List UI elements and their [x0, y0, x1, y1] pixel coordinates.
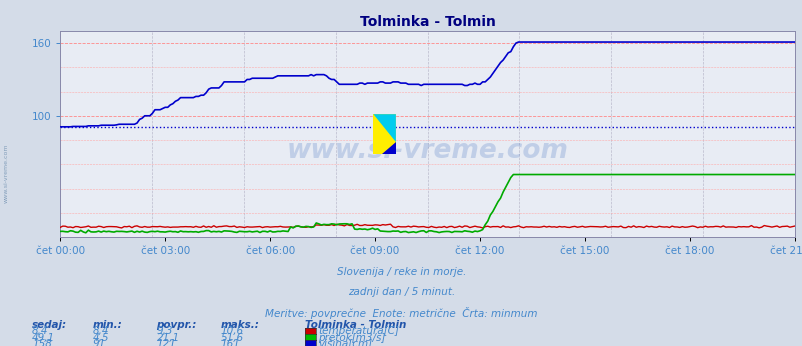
- Text: povpr.:: povpr.:: [156, 320, 196, 330]
- Text: višina[cm]: višina[cm]: [318, 339, 371, 346]
- Text: www.si-vreme.com: www.si-vreme.com: [4, 143, 9, 203]
- Polygon shape: [373, 114, 395, 154]
- Text: 8,4: 8,4: [92, 327, 109, 336]
- Text: Meritve: povprečne  Enote: metrične  Črta: minmum: Meritve: povprečne Enote: metrične Črta:…: [265, 307, 537, 319]
- Polygon shape: [373, 114, 395, 142]
- Text: 10,6: 10,6: [221, 327, 244, 336]
- Text: pretok[m3/s]: pretok[m3/s]: [318, 333, 385, 343]
- Text: Tolminka - Tolmin: Tolminka - Tolmin: [305, 320, 406, 330]
- Text: temperatura[C]: temperatura[C]: [318, 327, 399, 336]
- Text: 161: 161: [221, 339, 241, 346]
- Text: 9,3: 9,3: [156, 327, 173, 336]
- Text: Slovenija / reke in morje.: Slovenija / reke in morje.: [336, 267, 466, 276]
- Text: 158: 158: [32, 339, 52, 346]
- Text: www.si-vreme.com: www.si-vreme.com: [286, 138, 568, 164]
- Text: zadnji dan / 5 minut.: zadnji dan / 5 minut.: [347, 288, 455, 297]
- Text: 21,1: 21,1: [156, 333, 180, 343]
- Text: 51,6: 51,6: [221, 333, 244, 343]
- Text: maks.:: maks.:: [221, 320, 259, 330]
- Text: 91: 91: [92, 339, 106, 346]
- Text: 4,5: 4,5: [92, 333, 109, 343]
- Text: 49,1: 49,1: [32, 333, 55, 343]
- Text: min.:: min.:: [92, 320, 122, 330]
- Text: 8,4: 8,4: [32, 327, 49, 336]
- Text: sedaj:: sedaj:: [32, 320, 67, 330]
- Polygon shape: [382, 142, 395, 154]
- Text: 121: 121: [156, 339, 176, 346]
- Title: Tolminka - Tolmin: Tolminka - Tolmin: [359, 15, 495, 29]
